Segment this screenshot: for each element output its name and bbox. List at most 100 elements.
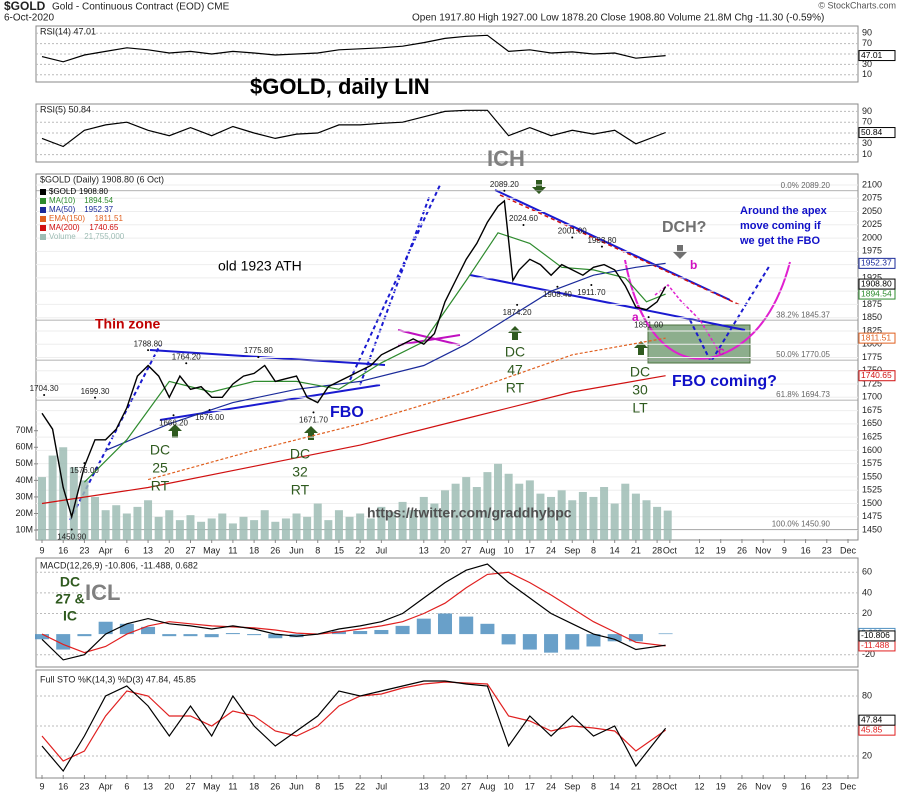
price-label: 1764.20 [172,352,201,361]
x-tick-label: 9 [782,545,787,555]
bar [292,513,301,540]
annotation: DC [505,344,525,360]
bar [268,634,283,639]
x-tick-label: 13 [419,545,429,555]
bar [141,626,156,635]
bar [101,510,110,540]
bar [586,634,601,647]
x-tick-label: 8 [591,781,596,791]
legend-value: 1811.51 [95,214,124,223]
bar [398,501,407,540]
fib-label: 61.8% 1694.73 [776,390,830,399]
bar [356,513,365,540]
legend-name: MA(10) [49,196,76,205]
x-tick-label: 20 [164,781,174,791]
bar [504,473,513,540]
price-point [83,462,86,465]
x-tick-label: Jul [376,781,388,791]
y-tick-label: 1675 [862,405,882,415]
annotation: 32 [292,464,308,480]
bar [250,520,259,540]
value-tag-label: 45.85 [861,724,883,734]
price-label: 1699.30 [81,387,110,396]
y-tick-label: 1450 [862,524,882,534]
price-point [185,362,188,365]
legend-value: 1740.65 [89,223,118,232]
x-tick-label: 20 [164,545,174,555]
bar [162,634,177,637]
bar [324,520,333,540]
y-tick-label: 1500 [862,498,882,508]
y2-tick-label: 50M [15,458,33,468]
annotation: RT [151,478,170,494]
x-tick-label: Dec [840,781,857,791]
y-tick-label: 2100 [862,179,882,189]
bar [658,633,673,635]
y-tick-label: 2025 [862,219,882,229]
bar [144,500,153,540]
series-line [41,34,666,63]
annotation: RT [506,380,525,396]
price-point [70,528,73,531]
price-label: 1450.90 [57,533,86,542]
legend-name: MA(200) [49,223,80,232]
y-tick-label: 80 [862,690,872,700]
price-label: 1908.40 [543,290,572,299]
y-tick-label: -20 [862,649,875,659]
bar [459,616,474,635]
y-tick-label: 30 [862,138,872,148]
projection-path [654,283,719,351]
value-tag-label: 1740.65 [861,370,892,380]
x-tick-label: 26 [270,545,280,555]
fib-label: 38.2% 1845.37 [776,310,830,319]
x-tick-label: 23 [822,545,832,555]
y-tick-label: 10 [862,69,872,79]
x-tick-label: 26 [737,781,747,791]
x-tick-label: 18 [249,545,259,555]
frame [35,669,859,779]
x-tick-label: 10 [504,545,514,555]
y-tick-label: 1825 [862,325,882,335]
bar [522,634,537,650]
value-tag-label: -11.488 [861,640,889,650]
price-point [94,396,97,399]
frame [35,557,859,668]
bar [663,510,672,540]
bar [271,521,280,540]
annotation: https://twitter.com/graddhybpc [367,505,572,521]
bar [565,634,580,650]
value-tag-label: 47.84 [861,714,883,724]
price-label: 1775.80 [244,346,273,355]
y-tick-label: 1925 [862,272,882,282]
bar [112,505,121,540]
y-tick-label: 60 [862,567,872,577]
x-tick-label: 17 [525,545,535,555]
annotation: a [632,310,639,324]
y-tick-label: 1850 [862,312,882,322]
y-tick-label: 1600 [862,445,882,455]
legend-name: $GOLD [49,187,76,196]
trendline [397,334,461,346]
x-tick-label: 16 [58,545,68,555]
price-point [257,356,260,359]
bar [183,634,198,637]
y-tick-label: 1775 [862,352,882,362]
price-point [571,236,574,239]
projection-curve [624,259,791,360]
annotation: LT [632,400,648,416]
bar [247,634,262,636]
value-tag [858,127,896,139]
symbol: $GOLD [4,0,46,13]
y-tick-label: 70 [862,117,872,127]
bar [387,511,396,540]
x-tick-label: Aug [479,545,495,555]
series-line [83,232,666,483]
x-tick-label: 6 [124,545,129,555]
price-point [312,411,315,414]
x-tick-label: 11 [228,781,237,791]
y-tick-label: 2050 [862,206,882,216]
x-tick-label: Jun [289,781,304,791]
bar [91,496,100,540]
y-tick-label: 1550 [862,471,882,481]
bar [207,518,216,540]
